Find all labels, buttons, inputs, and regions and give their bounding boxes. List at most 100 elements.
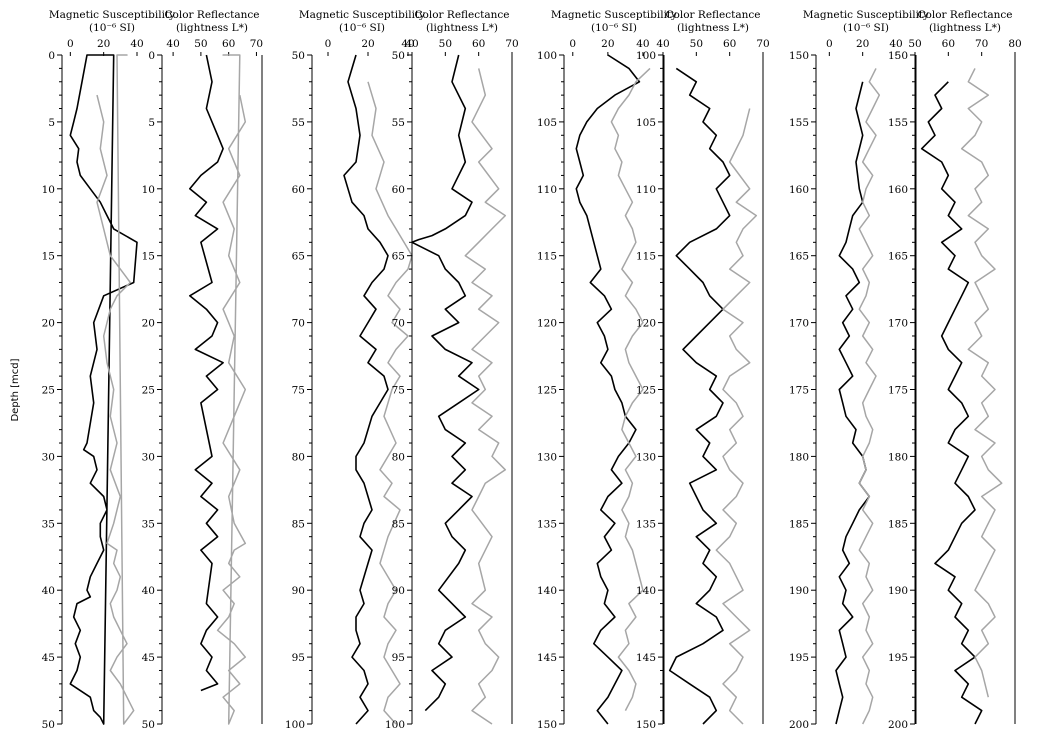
y-tick-label: 50 <box>292 50 305 62</box>
y-tick-label: 50 <box>142 719 155 731</box>
y-tick-label: 140 <box>537 585 557 597</box>
y-tick-label: 15 <box>42 251 55 263</box>
y-tick-label: 150 <box>537 719 557 731</box>
series-gray-line <box>216 54 247 725</box>
series-gray-line <box>464 68 507 725</box>
series-gray-line <box>715 108 758 725</box>
y-tick-label: 65 <box>392 251 405 263</box>
y-axis-label: Depth [mcd] <box>10 358 21 421</box>
x-tick-label: 40 <box>405 38 418 50</box>
y-tick-label: 165 <box>888 251 908 263</box>
x-tick-label: 50 <box>690 38 703 50</box>
x-tick-label: 40 <box>889 38 902 50</box>
y-tick-label: 115 <box>537 251 557 263</box>
panel-6: Color Reflectance(lightness L*) 40 50 60 70 1… <box>636 9 770 731</box>
x-tick-label: 20 <box>856 38 869 50</box>
y-tick-label: 100 <box>385 719 405 731</box>
panel-units: (10⁻⁶ SI) <box>89 22 135 34</box>
y-tick-label: 25 <box>142 385 155 397</box>
y-tick-label: 190 <box>888 585 908 597</box>
series-black-line <box>835 81 871 725</box>
x-tick-label: 60 <box>222 38 235 50</box>
x-tick-label: 40 <box>130 38 143 50</box>
series-black-line <box>668 67 731 725</box>
y-tick-label: 115 <box>636 251 656 263</box>
panel-title: Color Reflectance <box>165 9 260 21</box>
x-tick-label: 20 <box>97 38 110 50</box>
x-tick-label: 40 <box>636 38 649 50</box>
y-tick-label: 65 <box>292 251 305 263</box>
y-tick-label: 105 <box>537 117 557 129</box>
y-tick-label: 80 <box>292 451 305 463</box>
y-tick-label: 180 <box>789 451 809 463</box>
series-gray-line <box>960 68 1003 698</box>
x-tick-label: 20 <box>601 38 614 50</box>
panel-7: Magnetic Susceptibility(10⁻⁶ SI)0 20 40150… <box>789 9 929 731</box>
y-tick-label: 195 <box>888 652 908 664</box>
x-tick-label: 60 <box>723 38 736 50</box>
y-tick-label: 55 <box>392 117 405 129</box>
y-tick-label: 55 <box>292 117 305 129</box>
panel-5: Magnetic Susceptibility(10⁻⁶ SI)0 20 40100… <box>537 9 677 731</box>
x-tick-label: 70 <box>250 38 263 50</box>
y-tick-label: 170 <box>888 318 908 330</box>
y-tick-label: 90 <box>292 585 305 597</box>
y-tick-label: 110 <box>636 184 656 196</box>
y-tick-label: 195 <box>789 652 809 664</box>
x-tick-label: 70 <box>756 38 769 50</box>
y-tick-label: 30 <box>142 451 155 463</box>
x-tick-label: 80 <box>1008 38 1021 50</box>
x-tick-label: 40 <box>166 38 179 50</box>
y-tick-label: 50 <box>392 50 405 62</box>
y-tick-label: 185 <box>789 518 809 530</box>
panel-units: (10⁻⁶ SI) <box>339 22 385 34</box>
series-black-line <box>920 81 983 725</box>
y-tick-label: 120 <box>537 318 557 330</box>
y-tick-label: 100 <box>537 50 557 62</box>
panel-units: (10⁻⁶ SI) <box>591 22 637 34</box>
y-tick-label: 120 <box>636 318 656 330</box>
panel-title: Magnetic Susceptibility <box>551 9 677 21</box>
y-tick-label: 15 <box>142 251 155 263</box>
panel-units: (10⁻⁶ SI) <box>843 22 889 34</box>
y-tick-label: 125 <box>636 385 656 397</box>
series-gray-line <box>858 68 881 725</box>
series-black-line <box>411 54 480 712</box>
y-tick-label: 200 <box>888 719 908 731</box>
y-tick-label: 125 <box>537 385 557 397</box>
x-tick-label: 70 <box>975 38 988 50</box>
y-tick-label: 130 <box>537 451 557 463</box>
panel-units: (lightness L*) <box>176 22 248 34</box>
y-tick-label: 20 <box>42 318 55 330</box>
y-tick-label: 50 <box>42 719 55 731</box>
y-tick-label: 160 <box>789 184 809 196</box>
y-tick-label: 150 <box>888 50 908 62</box>
x-tick-label: 60 <box>472 38 485 50</box>
panel-units: (lightness L*) <box>426 22 498 34</box>
y-tick-label: 145 <box>537 652 557 664</box>
series-gray-line <box>610 67 651 711</box>
y-tick-label: 175 <box>789 385 809 397</box>
y-tick-label: 75 <box>392 385 405 397</box>
series-black-line <box>69 54 138 725</box>
y-tick-label: 5 <box>48 117 55 129</box>
y-tick-label: 160 <box>888 184 908 196</box>
y-tick-label: 60 <box>392 184 405 196</box>
y-tick-label: 70 <box>392 318 405 330</box>
y-tick-label: 0 <box>48 50 55 62</box>
y-tick-label: 40 <box>142 585 155 597</box>
x-tick-label: 40 <box>401 38 414 50</box>
y-tick-label: 110 <box>537 184 557 196</box>
y-tick-label: 25 <box>42 385 55 397</box>
x-tick-label: 50 <box>439 38 452 50</box>
panel-title: Color Reflectance <box>918 9 1013 21</box>
x-tick-label: 0 <box>826 38 833 50</box>
y-tick-label: 45 <box>142 652 155 664</box>
y-tick-label: 60 <box>292 184 305 196</box>
series-gray-line <box>96 54 135 725</box>
y-tick-label: 85 <box>292 518 305 530</box>
y-tick-label: 150 <box>789 50 809 62</box>
panel-1: Magnetic Susceptibility(10⁻⁶ SI) 0 20 40 0 5 1… <box>42 9 176 731</box>
panel-title: Magnetic Susceptibility <box>803 9 929 21</box>
y-tick-label: 155 <box>888 117 908 129</box>
